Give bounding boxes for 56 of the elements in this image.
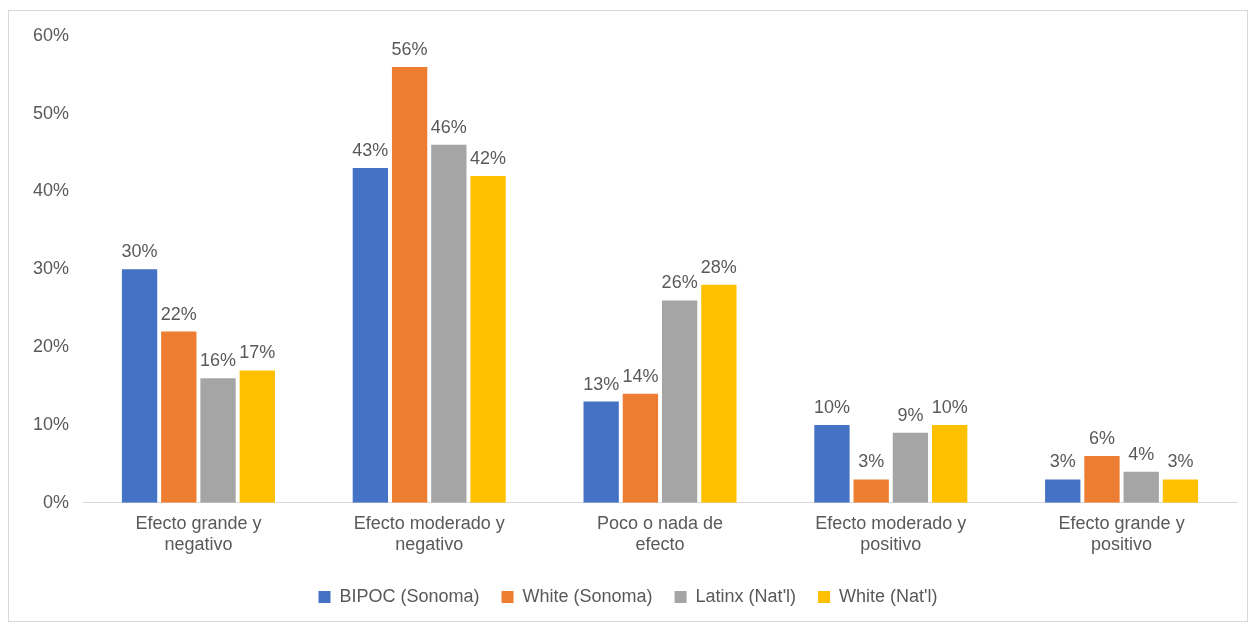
data-label: 6% — [1088, 428, 1115, 449]
bar — [1084, 456, 1120, 503]
bar — [1045, 479, 1081, 503]
data-label: 9% — [897, 404, 924, 425]
data-label: 14% — [622, 365, 659, 386]
bar — [661, 300, 698, 503]
bar — [1123, 471, 1159, 503]
legend-label: White (Sonoma) — [522, 585, 653, 606]
bar — [701, 284, 737, 503]
y-tick-label: 30% — [33, 258, 70, 279]
bar — [352, 168, 389, 503]
bar — [622, 393, 659, 503]
y-tick-label: 0% — [43, 491, 70, 512]
legend-label: White (Nat'l) — [839, 585, 938, 606]
x-tick-label: Poco o nada de efecto — [596, 512, 724, 555]
y-tick-label: 10% — [33, 413, 70, 434]
y-tick-label: 50% — [33, 102, 70, 123]
bar — [1162, 479, 1199, 503]
bar — [892, 432, 929, 503]
x-tick-label: Efecto moderado y negativo — [353, 512, 505, 555]
data-label: 17% — [239, 342, 276, 363]
data-label: 42% — [470, 147, 507, 168]
data-label: 46% — [430, 116, 467, 137]
y-tick-label: 40% — [33, 180, 70, 201]
x-tick-label: Efecto moderado y positivo — [815, 512, 967, 555]
data-label: 30% — [121, 241, 158, 262]
data-label: 4% — [1128, 443, 1155, 464]
x-tick-label: Efecto grande y negativo — [135, 512, 262, 555]
bar — [239, 370, 275, 503]
data-label: 43% — [352, 140, 389, 161]
bar — [200, 378, 236, 503]
bar — [932, 424, 968, 503]
data-label: 22% — [160, 303, 197, 324]
y-tick-label: 20% — [33, 336, 70, 357]
data-label: 10% — [931, 396, 968, 417]
bar — [814, 424, 850, 503]
bar — [121, 269, 158, 503]
data-label: 28% — [700, 256, 737, 277]
legend-label: Latinx (Nat'l) — [695, 585, 797, 606]
data-label: 16% — [200, 350, 237, 371]
y-tick-label: 60% — [33, 24, 70, 45]
bar — [853, 479, 889, 503]
data-label: 26% — [661, 272, 698, 293]
data-label: 3% — [1167, 451, 1194, 472]
legend-label: BIPOC (Sonoma) — [339, 585, 480, 606]
bar — [583, 401, 619, 503]
bar — [161, 331, 197, 503]
data-label: 3% — [858, 451, 885, 472]
data-label: 3% — [1049, 451, 1076, 472]
data-label: 56% — [391, 38, 428, 59]
data-label: 13% — [583, 373, 620, 394]
bar — [470, 175, 506, 503]
bar — [431, 144, 467, 503]
x-tick-label: Efecto grande y positivo — [1058, 512, 1185, 555]
data-label: 10% — [813, 396, 850, 417]
bar — [391, 66, 428, 503]
